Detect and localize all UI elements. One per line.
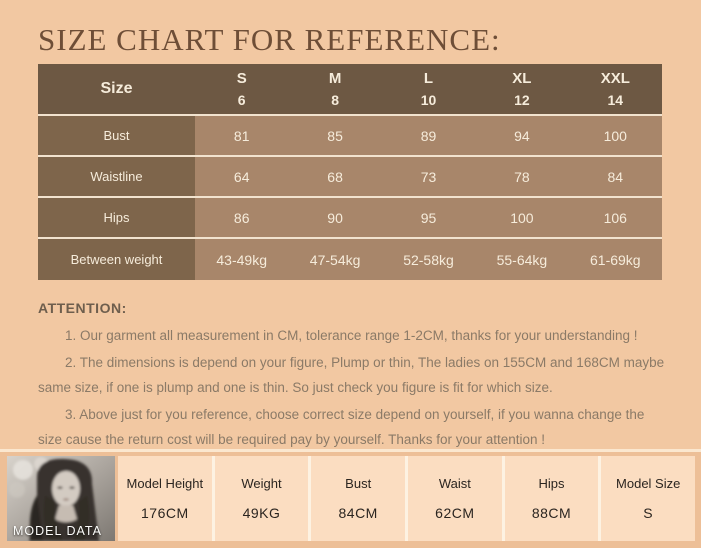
model-stat-cell: Waist 62CM xyxy=(408,456,502,541)
column-size-letter: XL xyxy=(512,69,532,87)
table-cell: 100 xyxy=(475,198,569,237)
model-data-caption: MODEL DATA xyxy=(13,524,102,538)
model-stat-label: Weight xyxy=(241,476,282,491)
table-cell: 64 xyxy=(195,157,289,196)
attention-note-1: 1. Our garment all measurement in CM, to… xyxy=(65,328,638,343)
table-cell: 86 xyxy=(195,198,289,237)
model-data-strip: MODEL DATA Model Height 176CM Weight 49K… xyxy=(0,452,701,548)
column-size-number: 10 xyxy=(420,91,437,108)
table-cell: 47-54kg xyxy=(288,239,382,280)
table-cell: 43-49kg xyxy=(195,239,289,280)
table-cell: 94 xyxy=(475,116,569,155)
attention-section: ATTENTION: 1. Our garment all measuremen… xyxy=(38,300,668,454)
column-header-m: M 8 xyxy=(288,64,382,114)
model-stat-cells: Model Height 176CM Weight 49KG Bust 84CM… xyxy=(118,456,696,541)
table-cell: 55-64kg xyxy=(475,239,569,280)
column-header-l: L 10 xyxy=(381,64,476,114)
model-stat-cell: Model Height 176CM xyxy=(118,456,212,541)
column-size-letter: M xyxy=(328,69,342,87)
model-portrait-illustration xyxy=(7,456,115,541)
table-cell: 84 xyxy=(568,157,662,196)
table-cell: 90 xyxy=(288,198,382,237)
model-strip-divider xyxy=(0,449,701,452)
model-stat-cell: Weight 49KG xyxy=(214,456,309,541)
table-cell: 89 xyxy=(381,116,476,155)
model-stat-label: Model Size xyxy=(616,476,681,491)
row-label-hips: Hips xyxy=(38,198,195,237)
model-stat-label: Bust xyxy=(345,476,372,491)
column-header-xl: XL 12 xyxy=(475,64,569,114)
model-stat-value: 49KG xyxy=(242,505,281,521)
column-size-number: 12 xyxy=(514,91,530,108)
row-label-bust: Bust xyxy=(38,116,195,155)
table-cell: 78 xyxy=(475,157,569,196)
row-label-waistline: Waistline xyxy=(38,157,195,196)
column-size-letter: L xyxy=(423,69,434,87)
column-header-xxl: XXL 14 xyxy=(568,64,662,114)
model-stat-cell: Bust 84CM xyxy=(311,456,406,541)
model-stat-label: Waist xyxy=(438,476,471,491)
table-cell: 100 xyxy=(568,116,662,155)
model-stat-value: 88CM xyxy=(531,505,572,521)
column-size-number: 14 xyxy=(607,91,624,108)
column-size-number: 6 xyxy=(237,91,246,108)
page-title: SIZE CHART FOR REFERENCE: xyxy=(38,22,501,57)
model-stat-cell: Model Size S xyxy=(601,456,696,541)
model-stat-value: 84CM xyxy=(338,505,378,521)
column-size-letter: XXL xyxy=(600,69,630,87)
table-cell: 106 xyxy=(568,198,662,237)
model-stat-value: 176CM xyxy=(141,505,189,521)
model-stat-value: 62CM xyxy=(435,505,475,521)
row-label-between-weight: Between weight xyxy=(38,239,195,280)
model-photo: MODEL DATA xyxy=(7,456,115,541)
column-size-letter: S xyxy=(236,69,247,87)
attention-note-3: 3. Above just for you reference, choose … xyxy=(38,407,645,447)
table-cell: 85 xyxy=(288,116,382,155)
model-stat-value: S xyxy=(643,505,654,521)
column-header-s: S 6 xyxy=(195,64,289,114)
attention-heading: ATTENTION: xyxy=(38,300,127,316)
size-table: Size S 6 M 8 L 10 XL 12 XXL 14 Bust 81 8… xyxy=(38,64,662,280)
column-size-number: 8 xyxy=(331,91,339,108)
table-cell: 68 xyxy=(288,157,382,196)
table-cell: 61-69kg xyxy=(568,239,662,280)
attention-note-2: 2. The dimensions is depend on your figu… xyxy=(38,355,665,395)
model-stat-label: Model Height xyxy=(126,476,204,491)
size-table-corner-label: Size xyxy=(38,64,195,114)
model-stat-label: Hips xyxy=(538,476,565,491)
table-cell: 81 xyxy=(195,116,289,155)
model-stat-cell: Hips 88CM xyxy=(504,456,599,541)
table-cell: 52-58kg xyxy=(381,239,476,280)
table-cell: 95 xyxy=(381,198,476,237)
table-cell: 73 xyxy=(381,157,476,196)
